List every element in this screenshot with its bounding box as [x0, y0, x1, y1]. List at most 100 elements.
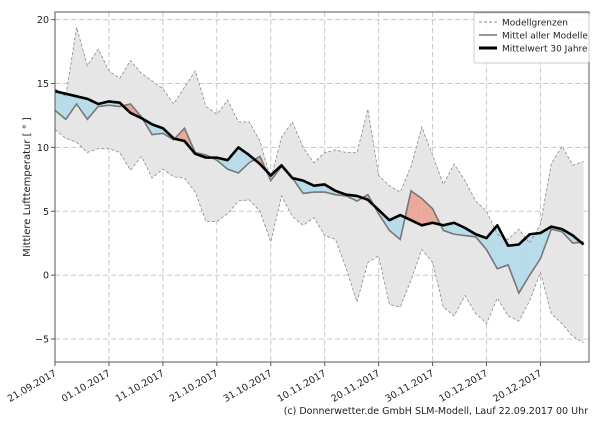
climate-mean-point [377, 209, 380, 212]
model-mean-point [378, 213, 380, 215]
x-axis: 21.09.2017 01.10.2017 11.10.2017 21.10.2017… [6, 362, 544, 405]
model-mean-point [291, 177, 293, 179]
legend-box [473, 12, 590, 64]
model-mean-point [345, 195, 347, 197]
legend: Modellgrenzen Mittel aller Modelle Mitte… [473, 12, 590, 64]
climate-mean-point [399, 214, 402, 217]
model-mean-point [539, 258, 541, 260]
model-mean-point [421, 197, 423, 199]
model-lower-bound-line [54, 129, 584, 344]
climate-mean-point [259, 163, 262, 166]
model-mean-point [140, 116, 142, 118]
climate-mean-point [550, 225, 553, 228]
climate-mean-point [151, 123, 154, 126]
model-mean-point [399, 238, 401, 240]
y-axis-label: Mittlere Lufttemperatur [ ° ] [22, 117, 33, 257]
legend-label-range: Modellgrenzen [502, 19, 568, 29]
model-mean-point [324, 191, 326, 193]
y-tick-label: 10 [37, 143, 49, 154]
climate-mean-point [572, 234, 575, 237]
model-mean-point [367, 194, 369, 196]
climate-mean-point [485, 237, 488, 240]
footer-credit: (c) Donnerwetter.de GmbH SLM-Modell, Lau… [284, 406, 588, 417]
y-axis: −5 0 5 10 15 20 [35, 15, 55, 346]
x-tick-label: 10.12.2017 [437, 368, 490, 405]
climate-mean-point [226, 159, 229, 162]
climate-mean-point [108, 100, 111, 103]
plot-area [54, 27, 585, 344]
model-mean-point [464, 235, 466, 237]
x-tick-label: 20.11.2017 [330, 368, 383, 405]
model-mean-point [194, 152, 196, 154]
climate-mean-point [129, 112, 132, 115]
climate-mean-point [410, 219, 413, 222]
climate-mean-point [431, 221, 434, 224]
legend-label-model-mean: Mittel aller Modelle [502, 32, 588, 42]
x-tick-label: 21.10.2017 [168, 368, 221, 405]
model-mean-point [388, 229, 390, 231]
climate-mean-line [54, 89, 585, 248]
model-mean-point [259, 155, 261, 157]
colder-than-normal-area [227, 147, 239, 173]
climate-mean-point [518, 243, 521, 246]
climate-mean-point [496, 224, 499, 227]
climate-mean-point [183, 140, 186, 143]
climate-mean-point [248, 154, 251, 157]
model-mean-point [410, 190, 412, 192]
model-mean-point [486, 249, 488, 251]
climate-mean-point [162, 127, 165, 130]
model-mean-point [237, 172, 239, 174]
climate-mean-point [237, 146, 240, 149]
y-tick-label: 15 [37, 79, 49, 90]
climate-mean-point [313, 184, 316, 187]
model-mean-point [248, 162, 250, 164]
colder-than-normal-area [76, 96, 88, 120]
grid [54, 12, 589, 362]
climate-mean-point [507, 244, 510, 247]
model-mean-point [302, 192, 304, 194]
colder-than-normal-area [529, 232, 541, 276]
climate-mean-point [420, 224, 423, 227]
model-mean-point [529, 274, 531, 276]
climate-mean-point [367, 198, 370, 201]
climate-mean-point [528, 233, 531, 236]
model-mean-point [86, 118, 88, 120]
model-mean-point [227, 168, 229, 170]
climate-mean-point [442, 224, 445, 227]
climate-mean-point [302, 179, 305, 182]
x-tick-label: 01.10.2017 [60, 368, 113, 405]
model-mean-point [119, 106, 121, 108]
model-mean-point [334, 194, 336, 196]
climate-mean-point [205, 156, 208, 159]
model-mean-point [108, 104, 110, 106]
climate-mean-point [97, 103, 100, 106]
model-mean-point [432, 208, 434, 210]
y-tick-label: −5 [35, 335, 49, 346]
colder-than-normal-area [389, 215, 401, 240]
model-mean-point [518, 292, 520, 294]
colder-than-normal-area [508, 244, 519, 294]
climate-mean-point [453, 221, 456, 224]
warmer-than-normal-area [421, 198, 433, 226]
model-mean-point [583, 241, 585, 243]
model-upper-bound-line [54, 27, 584, 244]
model-mean-point [130, 103, 132, 105]
y-tick-label: 20 [37, 15, 49, 26]
colder-than-normal-area [497, 225, 509, 269]
model-mean-point [65, 118, 67, 120]
model-mean-point [76, 103, 78, 105]
model-mean-point [173, 139, 175, 141]
model-mean-point [281, 166, 283, 168]
x-tick-label: 11.10.2017 [114, 368, 167, 405]
model-mean-point [561, 231, 563, 233]
colder-than-normal-area [303, 180, 314, 194]
model-mean-point [162, 132, 164, 134]
model-mean-point [313, 191, 315, 193]
colder-than-normal-area [65, 93, 77, 120]
model-mean-point [572, 242, 574, 244]
climate-mean-point [75, 95, 78, 98]
climate-mean-point [86, 98, 89, 101]
climate-mean-point [323, 183, 326, 186]
colder-than-normal-area [152, 124, 163, 135]
